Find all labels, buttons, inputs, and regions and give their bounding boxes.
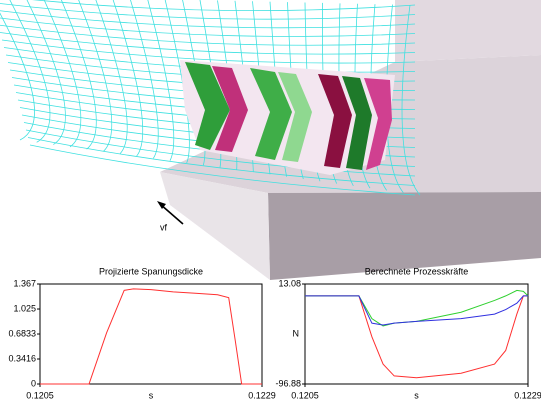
chip-band: [318, 74, 352, 168]
x-tick-label: 0.1205: [291, 390, 319, 400]
chip-band: [212, 66, 248, 152]
wire-line: [0, 3, 416, 20]
wire-line: [112, 0, 144, 157]
wire-line: [43, 0, 82, 148]
y-tick-label: -96.88: [275, 378, 301, 388]
data-line: [40, 288, 262, 385]
wire-line: [0, 24, 416, 46]
data-line: [305, 289, 529, 327]
plot-frame: [39, 283, 263, 385]
wire-line: [1, 39, 416, 64]
x-axis-label: s: [149, 390, 154, 400]
y-tick-label: 1.367: [13, 278, 36, 288]
wire-line: [27, 137, 416, 186]
wire-line: [0, 10, 416, 29]
wire-line: [401, 4, 421, 196]
scene-3d: vf: [0, 0, 541, 280]
chart-title: Berechnete Prozesskräfte: [365, 266, 469, 276]
chip-band: [278, 72, 312, 162]
chip-surface: [180, 60, 395, 175]
feed-arrow-head: [157, 201, 166, 209]
y-tick-label: 0.6833: [8, 328, 36, 338]
wire-line: [130, 0, 159, 159]
y-tick-label: 1.025: [13, 303, 36, 313]
feed-label: vf: [160, 222, 168, 232]
x-axis-label: s: [414, 390, 419, 400]
wire-line: [147, 0, 175, 161]
wire-line: [25, 129, 416, 177]
wire-line: [0, 17, 416, 37]
chart-title: Projizierte Spanungsdicke: [99, 266, 203, 276]
y-tick-label: 0.3416: [8, 353, 36, 363]
y-axis-label: N: [293, 328, 300, 338]
block-side: [160, 172, 270, 280]
x-tick-label: 0.1229: [248, 390, 276, 400]
wire-line: [29, 144, 416, 196]
plot-frame: [304, 283, 529, 385]
block-back: [395, 0, 541, 62]
y-tick-label: 0: [31, 378, 36, 388]
x-tick-label: 0.1229: [514, 390, 541, 400]
data-line: [305, 295, 528, 379]
wire-line: [9, 0, 51, 143]
x-tick-label: 0.1205: [26, 390, 54, 400]
chip-band: [250, 68, 292, 160]
block-front: [268, 192, 541, 280]
chip-band: [185, 62, 230, 150]
wire-line: [0, 32, 416, 55]
wire-line: [26, 0, 66, 145]
wire-line: [0, 12, 35, 141]
chip-band: [342, 76, 372, 170]
data-line: [305, 295, 528, 326]
y-tick-label: 13.08: [278, 278, 301, 288]
feed-arrow: [159, 203, 184, 225]
wire-line: [32, 0, 416, 12]
chip-band: [364, 78, 392, 170]
